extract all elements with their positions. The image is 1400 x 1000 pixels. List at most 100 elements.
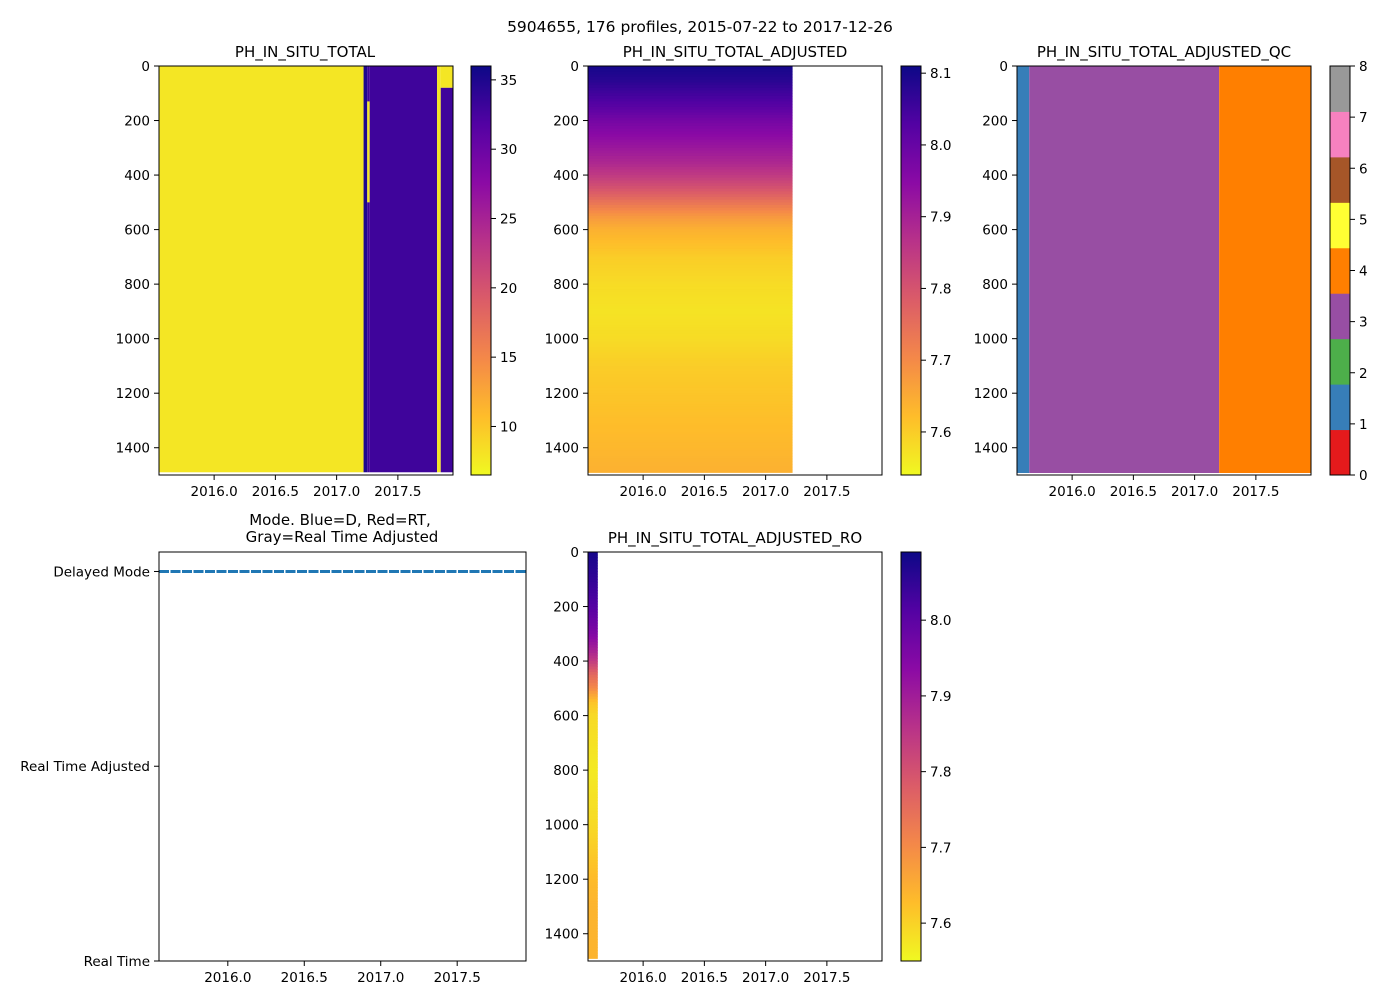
heatmap-cell: [588, 325, 793, 329]
heatmap-cell: [588, 611, 598, 616]
colorbar-tick-label: 20: [500, 281, 517, 297]
x-tick-label: 2017.0: [1171, 484, 1218, 500]
heatmap-cell: [369, 66, 438, 473]
y-tick-label: 400: [982, 168, 1008, 184]
heatmap-cell: [588, 262, 793, 266]
heatmap-cell: [588, 737, 598, 741]
heatmap-cell: [588, 98, 793, 103]
x-tick-label: 2017.0: [357, 970, 404, 986]
heatmap-cell: [588, 229, 793, 233]
heatmap-cell: [588, 158, 793, 163]
heatmap-cell: [588, 922, 598, 927]
heatmap-cell: [588, 603, 598, 608]
heatmap-cell: [588, 562, 598, 567]
heatmap-cell: [588, 450, 793, 454]
heatmap-cell: [588, 952, 598, 957]
heatmap-cell: [588, 415, 793, 419]
heatmap-cell: [588, 199, 793, 203]
heatmap-cell: [588, 778, 598, 782]
colorbar-tick-label: 4: [1359, 264, 1368, 280]
heatmap-cell: [588, 175, 793, 179]
heatmap-cell: [588, 718, 598, 722]
heatmap-cell: [588, 712, 598, 717]
heatmap-cell: [588, 85, 793, 89]
heatmap-cell: [588, 349, 793, 353]
heatmap-cell: [588, 464, 793, 468]
x-tick-label: 2017.0: [313, 484, 360, 500]
heatmap-body: [588, 552, 598, 959]
heatmap-cell: [588, 330, 793, 334]
y-tick-label: 1400: [545, 927, 579, 943]
heatmap-cell: [588, 658, 598, 662]
x-tick-label: 2016.5: [1110, 484, 1157, 500]
heatmap-cell: [588, 101, 793, 105]
heatmap-cell: [588, 387, 793, 392]
heatmap-cell: [588, 439, 793, 443]
heatmap-cell: [588, 920, 598, 924]
heatmap-cell: [588, 696, 598, 700]
colorbar-tick-label: 6: [1359, 161, 1368, 177]
axes-frame: [158, 551, 527, 962]
x-tick-label: 2016.0: [620, 970, 667, 986]
heatmap-cell: [588, 925, 598, 929]
heatmap-cell: [588, 466, 793, 471]
heatmap-cell: [588, 843, 598, 848]
heatmap-cell: [588, 881, 598, 886]
heatmap-cell: [588, 620, 598, 624]
heatmap-cell: [588, 270, 793, 274]
colorbar-segment: [1330, 338, 1350, 385]
heatmap-cell: [588, 770, 598, 774]
panel-title: PH_IN_SITU_TOTAL_ADJUSTED: [623, 43, 848, 62]
heatmap-cell: [588, 693, 598, 698]
heatmap-cell: [588, 729, 598, 733]
x-tick-label: 2016.5: [681, 484, 728, 500]
heatmap-body: [588, 66, 793, 473]
heatmap-cell: [588, 155, 793, 160]
heatmap-cell: [588, 376, 793, 381]
y-tick-label: 0: [999, 59, 1008, 75]
heatmap-cell: [440, 87, 453, 473]
heatmap-cell: [588, 79, 793, 83]
heatmap-cell: [588, 267, 793, 272]
heatmap-cell: [588, 327, 793, 332]
heatmap-cell: [588, 177, 793, 182]
heatmap-cell: [588, 775, 598, 779]
heatmap-cell: [588, 382, 793, 386]
heatmap-cell: [588, 278, 793, 283]
y-tick-label: 1400: [116, 441, 150, 457]
heatmap-cell: [588, 661, 598, 665]
y-tick-label: 800: [553, 763, 579, 779]
heatmap-cell: [588, 691, 598, 695]
heatmap-cell: [588, 568, 598, 572]
heatmap-cell: [588, 145, 793, 149]
heatmap-cell: [588, 434, 793, 438]
y-tick-label: 800: [982, 277, 1008, 293]
y-tick-label: 800: [553, 277, 579, 293]
heatmap-cell: [588, 232, 793, 236]
heatmap-cell: [588, 666, 598, 670]
heatmap-cell: [588, 265, 793, 269]
heatmap-cell: [588, 764, 598, 769]
heatmap-cell: [588, 939, 598, 943]
heatmap-cell: [588, 183, 793, 187]
panel-axes: 2016.0 2016.5 2017.0 2017.5 0 200 400 600 800 100…: [545, 59, 883, 500]
heatmap-cell: [588, 802, 598, 807]
heatmap-cell: [588, 745, 598, 749]
heatmap-cell: [588, 134, 793, 138]
y-tick-label: 0: [570, 59, 579, 75]
heatmap-body: [159, 66, 453, 473]
heatmap-cell: [588, 398, 793, 402]
colorbar-tick-label: 5: [1359, 212, 1368, 228]
heatmap-body: [1017, 66, 1311, 473]
colorbar-frame: [470, 65, 492, 476]
heatmap-cell: [588, 202, 793, 206]
y-tick-label: 1200: [974, 386, 1008, 402]
heatmap-cell: [159, 66, 364, 473]
heatmap-cell: [588, 194, 793, 198]
y-tick-label: 1400: [545, 441, 579, 457]
colorbar-segment: [1330, 429, 1350, 476]
heatmap-cell: [588, 344, 793, 348]
heatmap-cell: [588, 106, 793, 111]
heatmap-cell: [588, 385, 793, 389]
heatmap-cell: [588, 830, 598, 834]
